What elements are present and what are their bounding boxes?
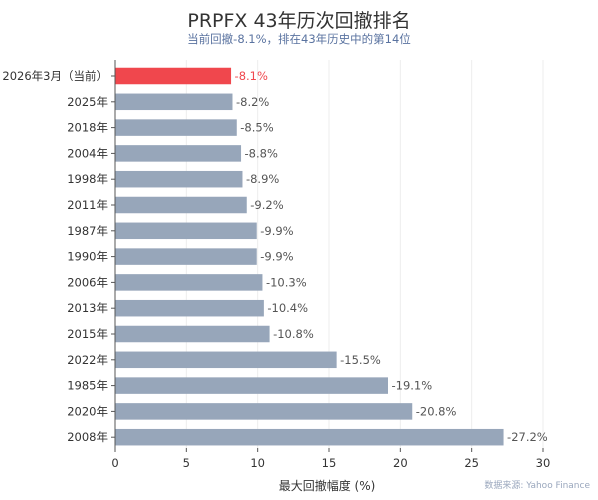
value-label-2: -8.5% [240,121,273,135]
category-label-7: 1990年 [67,250,108,264]
bar-10 [115,325,270,343]
x-tick-label-10: 10 [250,456,265,470]
bar-12 [115,377,388,394]
category-label-11: 2022年 [67,353,108,367]
bar-3 [115,145,242,162]
value-label-9: -10.4% [267,301,308,315]
bar-0 [115,67,232,85]
x-tick-label-5: 5 [183,456,190,470]
value-label-12: -19.1% [391,379,432,393]
category-label-3: 2004年 [67,146,108,160]
bar-7 [115,248,257,265]
category-label-2: 2018年 [67,121,108,135]
value-label-13: -20.8% [416,404,457,418]
value-label-3: -8.8% [245,146,278,160]
bar-14 [115,428,504,446]
value-label-8: -10.3% [266,275,307,289]
category-label-5: 2011年 [67,198,108,212]
category-label-13: 2020年 [67,404,108,418]
category-label-8: 2006年 [67,275,108,289]
x-tick-label-25: 25 [464,456,479,470]
x-tick-label-15: 15 [322,456,337,470]
value-label-0: -8.1% [235,69,268,83]
category-label-14: 2008年 [67,430,108,444]
data-source-note: 数据来源: Yahoo Finance [484,481,590,491]
chart-subtitle: 当前回撤-8.1%，排在43年历史中的第14位 [187,32,411,46]
x-tick-label-0: 0 [111,456,118,470]
category-label-10: 2015年 [67,327,108,341]
bar-11 [115,351,337,369]
category-label-4: 1998年 [67,172,108,186]
value-label-6: -9.9% [260,224,293,238]
bar-13 [115,403,413,420]
value-label-5: -9.2% [250,198,283,212]
bar-1 [115,93,233,111]
value-label-1: -8.2% [236,95,269,109]
bar-6 [115,222,257,240]
category-label-12: 1985年 [67,379,108,393]
x-axis-label: 最大回撤幅度 (%) [279,478,376,493]
x-tick-label-30: 30 [536,456,551,470]
bar-9 [115,299,264,317]
category-label-9: 2013年 [67,301,108,315]
value-label-10: -10.8% [273,327,314,341]
bar-4 [115,170,243,188]
category-label-1: 2025年 [67,95,108,109]
bar-5 [115,196,247,214]
category-label-6: 1987年 [67,224,108,238]
value-label-14: -27.2% [507,430,548,444]
x-tick-label-20: 20 [393,456,408,470]
bar-2 [115,119,237,136]
chart-title: PRPFX 43年历次回撤排名 [187,10,411,32]
bar-8 [115,274,263,291]
value-label-7: -9.9% [260,250,293,264]
category-label-0: 2026年3月（当前） [2,69,108,83]
value-label-4: -8.9% [246,172,279,186]
value-label-11: -15.5% [340,353,381,367]
